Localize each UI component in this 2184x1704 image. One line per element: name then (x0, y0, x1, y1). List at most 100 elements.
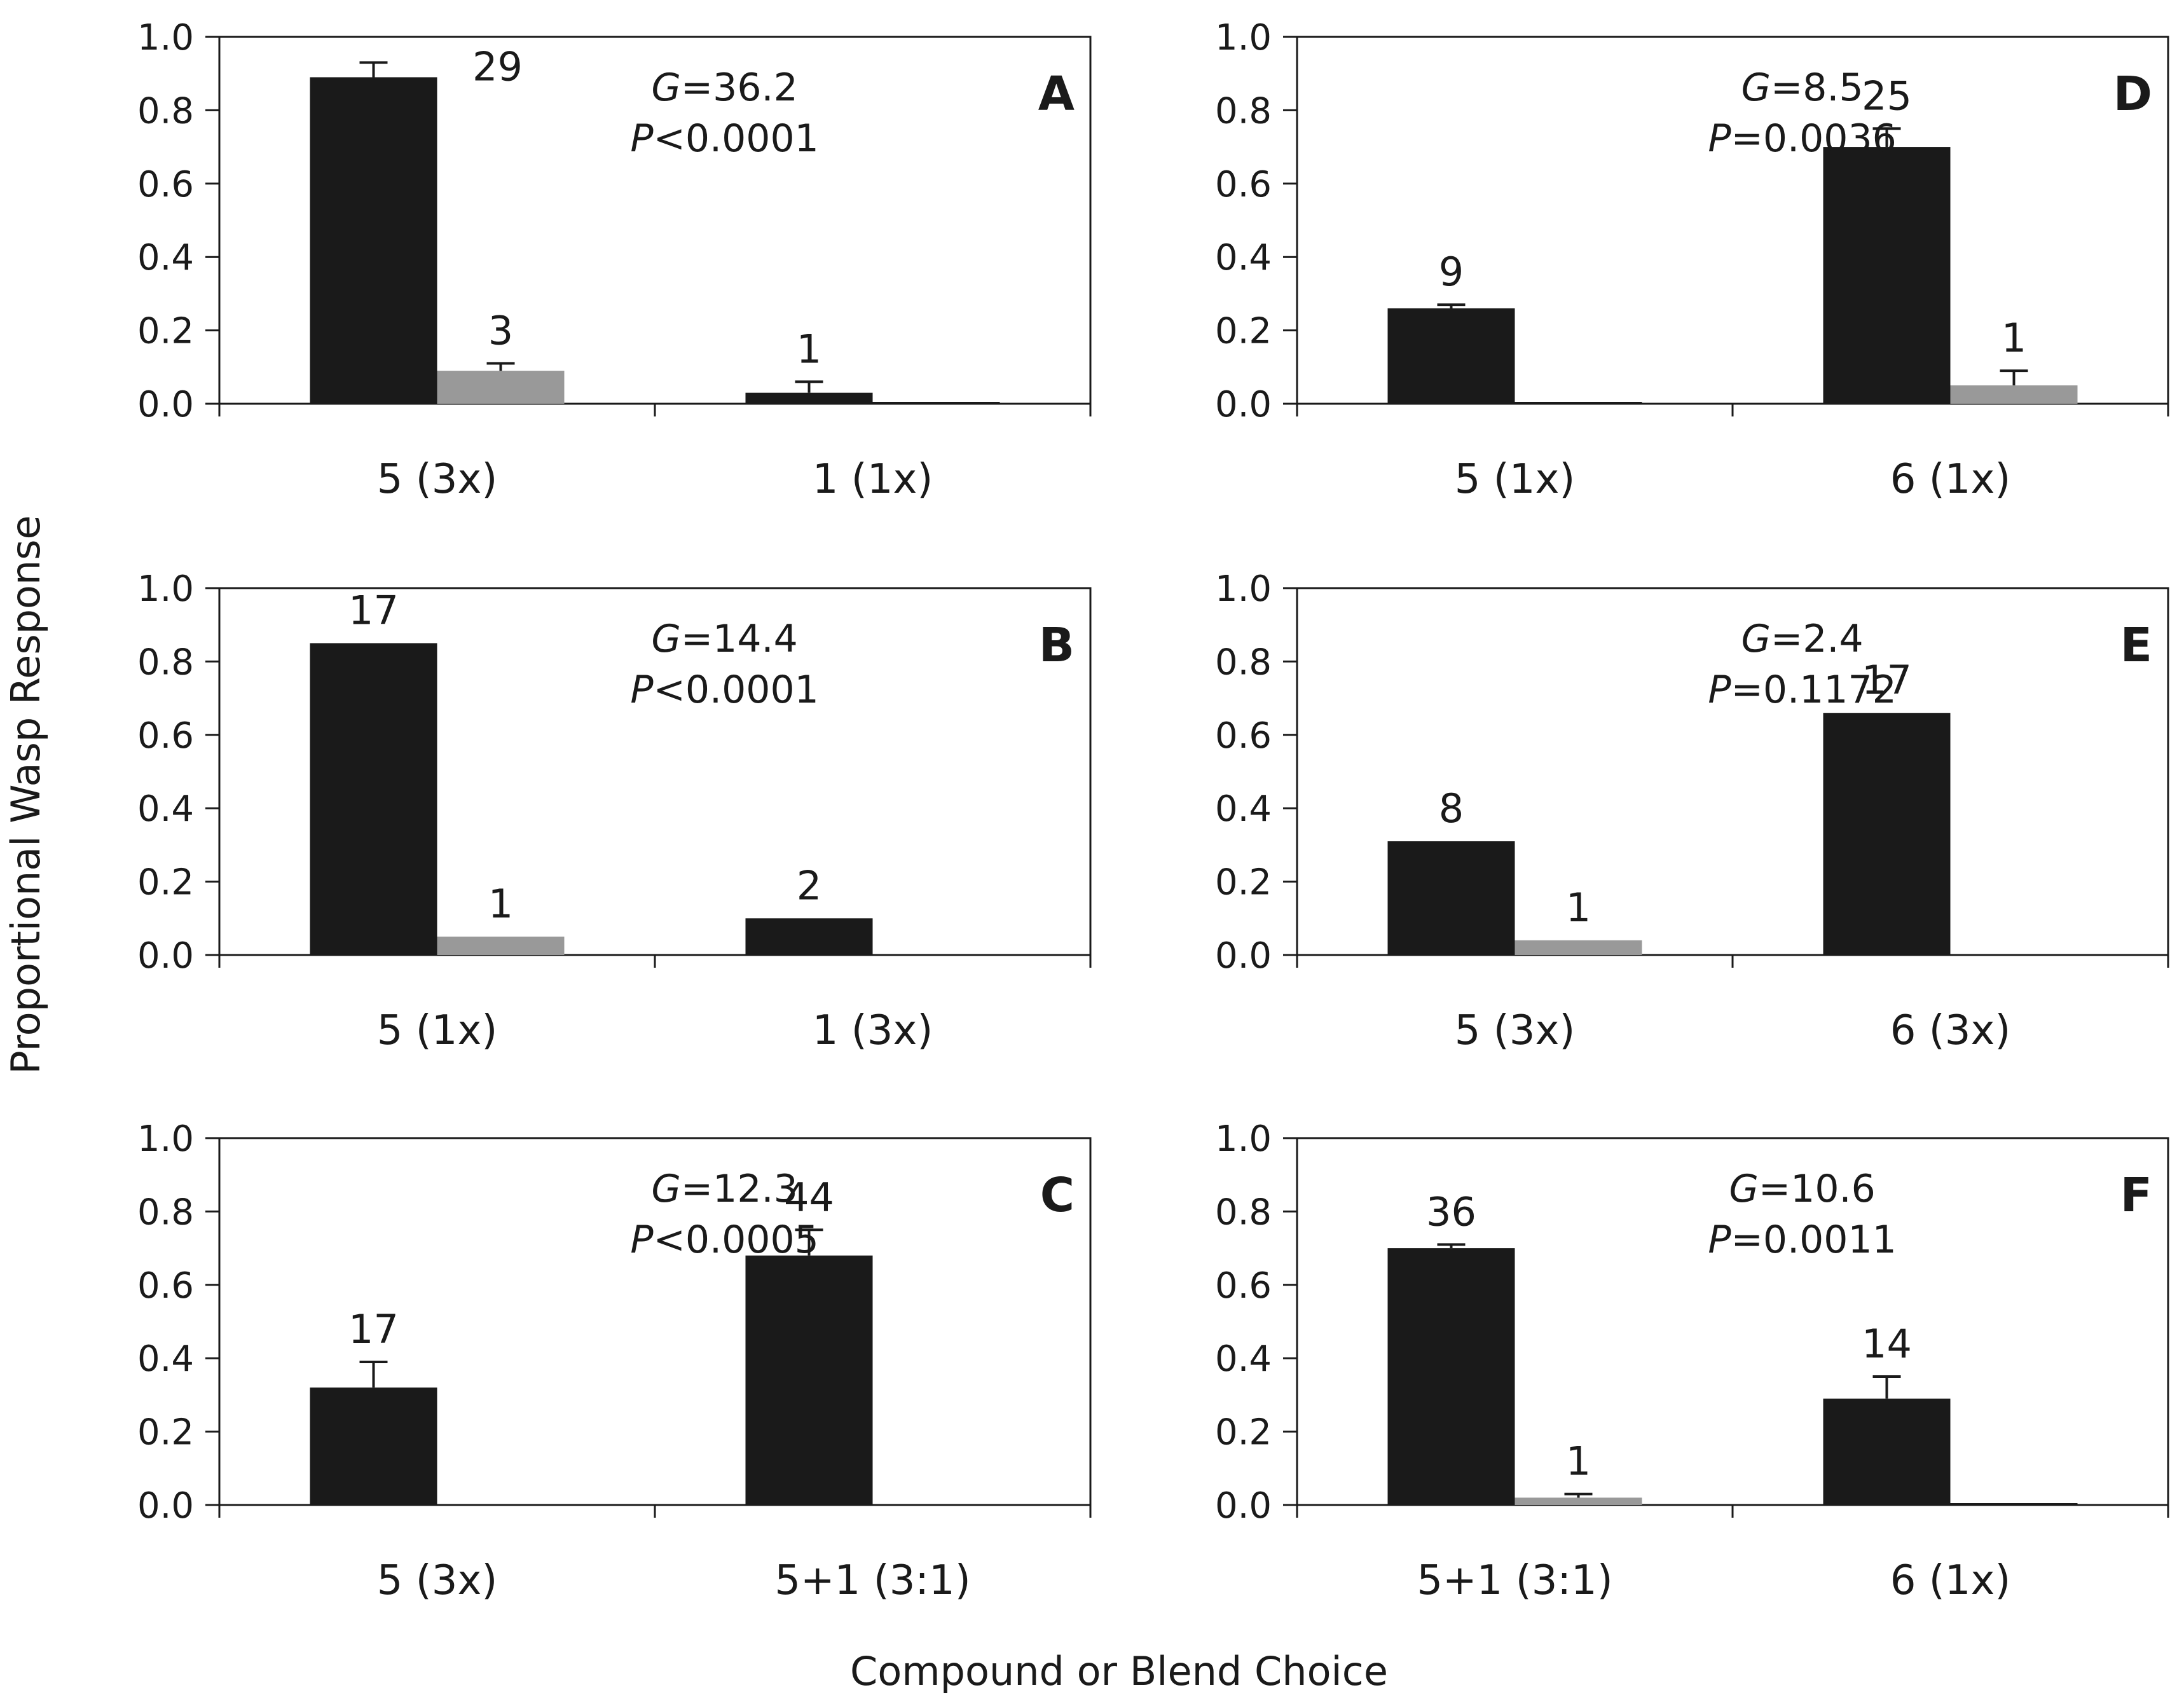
y-tick-label: 0.6 (137, 1265, 194, 1307)
p-value: P=0.1172 (1708, 668, 1896, 712)
x-category-label: 5+1 (3:1) (1417, 1557, 1612, 1604)
bar (1823, 147, 1951, 404)
bar (1823, 1398, 1951, 1505)
y-axis-title: Proportional Wasp Response (3, 515, 49, 1074)
bar (310, 643, 437, 955)
y-tick-label: 0.8 (137, 642, 194, 683)
bar (745, 918, 873, 955)
p-rest: =0.1172 (1731, 668, 1897, 712)
y-tick-label: 1.0 (137, 1118, 194, 1160)
y-tick-label: 0.6 (137, 164, 194, 205)
data-label: 17 (348, 1306, 399, 1352)
y-tick-label: 0.8 (1215, 642, 1272, 683)
data-label: 1 (1566, 884, 1591, 931)
y-tick-label: 0.6 (1215, 715, 1272, 757)
p-rest: <0.0001 (654, 668, 819, 712)
y-tick-label: 0.8 (137, 90, 194, 132)
bar (1387, 308, 1515, 404)
data-label: 17 (1862, 657, 1912, 703)
data-label: 36 (1426, 1188, 1476, 1235)
p-rest: =0.0036 (1731, 116, 1897, 161)
bar (1387, 1248, 1515, 1505)
bar (745, 392, 873, 404)
p-symbol: P (1708, 116, 1731, 161)
x-category-label: 5 (3x) (377, 1557, 498, 1604)
data-label: 1 (1566, 1438, 1591, 1485)
p-value: P<0.0005 (630, 1218, 818, 1262)
y-tick-label: 0.8 (137, 1192, 194, 1233)
bar (745, 1255, 873, 1505)
bar (1823, 713, 1951, 955)
y-tick-label: 1.0 (1215, 1118, 1272, 1160)
x-category-label: 1 (1x) (813, 456, 933, 503)
x-category-label: 5 (3x) (1455, 1007, 1576, 1054)
g-value: =10.6 (1759, 1167, 1876, 1211)
g-statistic: G=36.2 (651, 65, 797, 110)
p-value: P=0.0036 (1708, 116, 1896, 161)
y-tick-label: 1.0 (137, 17, 194, 58)
panel-D: 0.0 0.2 0.4 0.6 0.8 1.0 5 (1x) 9 6 (1x) 25 1 D G=8.5… (1215, 17, 2169, 503)
g-value: =14.4 (681, 617, 798, 661)
panel-E: 0.0 0.2 0.4 0.6 0.8 1.0 5 (3x) 8 1 6 (3x) 17 E G=2.4… (1215, 568, 2169, 1054)
g-value: =8.5 (1771, 65, 1864, 110)
bar (1514, 1497, 1642, 1505)
y-tick-label: 0.2 (1215, 311, 1272, 352)
g-statistic: G=12.3 (651, 1167, 797, 1211)
data-label: 2 (797, 862, 821, 909)
g-symbol: G (1729, 1167, 1759, 1211)
y-tick-label: 0.4 (1215, 788, 1272, 830)
y-tick-label: 0.2 (137, 311, 194, 352)
bar (437, 937, 565, 955)
y-tick-label: 1.0 (1215, 568, 1272, 610)
panel-B: 0.0 0.2 0.4 0.6 0.8 1.0 5 (1x) 17 1 1 (3x) 2 B G=14.… (137, 568, 1092, 1054)
panel-letter: D (2113, 67, 2152, 121)
g-statistic: G=14.4 (651, 617, 797, 661)
y-tick-label: 0.0 (137, 1485, 194, 1527)
data-label: 8 (1439, 785, 1464, 832)
p-symbol: P (630, 116, 654, 161)
p-symbol: P (630, 1218, 654, 1262)
p-value: P<0.0001 (630, 668, 818, 712)
g-statistic: G=2.4 (1741, 617, 1863, 661)
x-category-label: 1 (3x) (813, 1007, 933, 1054)
data-label: 17 (348, 587, 399, 634)
p-rest: <0.0001 (654, 116, 819, 161)
bar (1950, 385, 2078, 404)
bar (437, 371, 565, 404)
panel-letter: A (1038, 67, 1075, 121)
bar (872, 402, 1000, 404)
x-category-label: 6 (3x) (1890, 1007, 2011, 1054)
y-tick-label: 1.0 (1215, 17, 1272, 58)
y-tick-label: 0.2 (1215, 1412, 1272, 1453)
y-tick-label: 0.6 (1215, 164, 1272, 205)
g-symbol: G (651, 65, 681, 110)
g-symbol: G (1741, 65, 1771, 110)
data-label: 3 (488, 308, 513, 354)
data-label: 1 (2002, 315, 2026, 361)
p-symbol: P (1708, 668, 1731, 712)
g-symbol: G (1741, 617, 1771, 661)
x-category-label: 6 (1x) (1890, 1557, 2011, 1604)
y-tick-label: 0.0 (1215, 1485, 1272, 1527)
bar (1514, 940, 1642, 955)
panel-letter: C (1040, 1168, 1075, 1223)
g-statistic: G=10.6 (1729, 1167, 1875, 1211)
y-tick-label: 0.4 (137, 237, 194, 278)
y-tick-label: 0.6 (1215, 1265, 1272, 1307)
g-statistic: G=8.5 (1741, 65, 1863, 110)
y-tick-label: 0.8 (1215, 1192, 1272, 1233)
y-tick-label: 0.6 (137, 715, 194, 757)
bar (1950, 1503, 2078, 1505)
x-category-label: 5 (1x) (377, 1007, 498, 1054)
p-symbol: P (1708, 1218, 1731, 1262)
y-tick-label: 0.0 (1215, 384, 1272, 425)
y-tick-label: 0.8 (1215, 90, 1272, 132)
x-category-label: 5 (3x) (377, 456, 498, 503)
panel-letter: E (2120, 618, 2152, 673)
g-symbol: G (651, 617, 681, 661)
y-tick-label: 1.0 (137, 568, 194, 610)
data-label: 1 (488, 881, 513, 927)
g-value: =36.2 (681, 65, 798, 110)
y-tick-label: 0.2 (1215, 862, 1272, 904)
